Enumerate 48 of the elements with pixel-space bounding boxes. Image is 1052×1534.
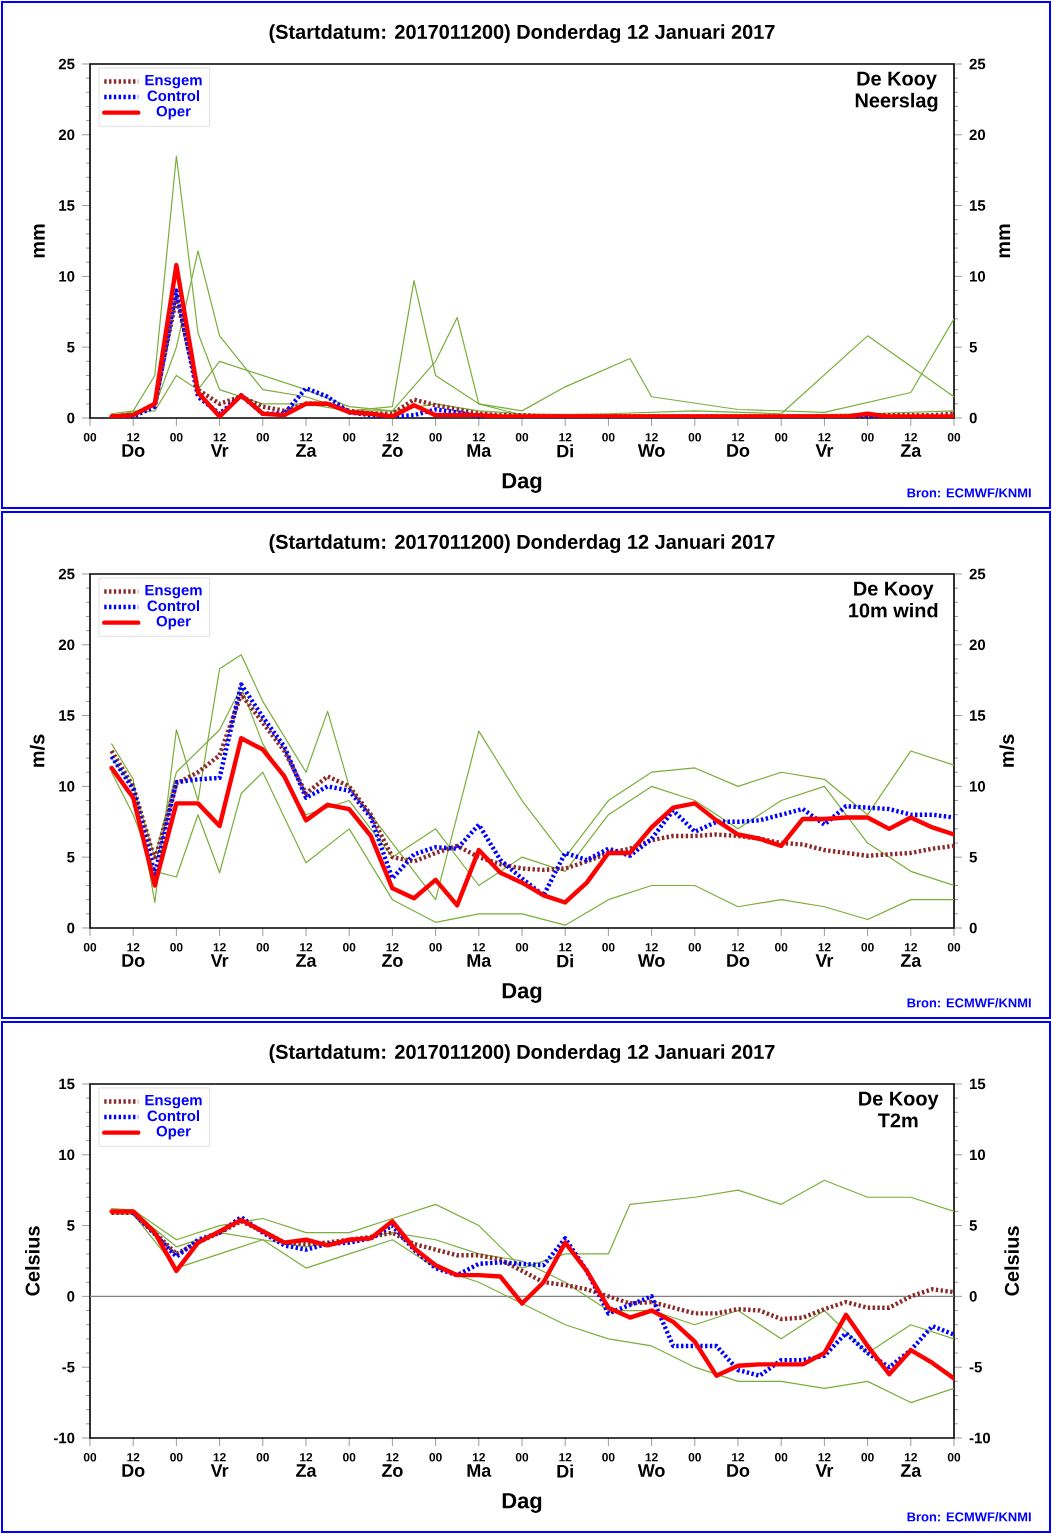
text: Zo — [381, 444, 403, 457]
y2-axis-title: Celsius — [1004, 1226, 1019, 1296]
text: Do — [122, 1464, 145, 1477]
annotation: Neerslag — [855, 92, 938, 112]
text: Zo — [381, 1464, 403, 1477]
text: Di — [557, 954, 573, 968]
text: Vr — [210, 1464, 229, 1477]
text: Vr — [210, 444, 229, 457]
y-axis-title: Celsius — [25, 1226, 40, 1296]
y-axis-title: m/s — [29, 734, 45, 767]
annotation: 10m wind — [849, 602, 938, 618]
chart-title: (Startdatum: 2017011200) Donderdag 12 Januari 2017 — [269, 1044, 775, 1063]
text: Vr — [815, 954, 834, 967]
text: Za — [296, 954, 317, 967]
annotation: De Kooy — [854, 581, 934, 600]
text: Vr — [815, 444, 834, 457]
text: Za — [900, 954, 922, 967]
text: Za — [296, 1464, 317, 1477]
annotation: T2m — [877, 1113, 918, 1128]
x-axis-title: Dag — [502, 473, 542, 493]
chart-title: (Startdatum: 2017011200) Donderdag 12 Januari 2017 — [269, 24, 775, 43]
text: Vr — [210, 954, 229, 967]
chart-title: (Startdatum: 2017011200) Donderdag 12 Januari 2017 — [269, 534, 775, 553]
text: Za — [900, 1464, 922, 1477]
y-axis-title: mm — [33, 224, 45, 258]
x-axis-title: Dag — [502, 1493, 542, 1513]
text: Wo — [637, 444, 665, 457]
y2-axis-title: m/s — [999, 734, 1015, 767]
text: Di — [557, 1464, 573, 1478]
text: Ma — [467, 1464, 492, 1477]
x-axis-title: Dag — [502, 983, 542, 1003]
text: Di — [557, 444, 573, 458]
annotation: De Kooy — [857, 71, 937, 90]
text: Wo — [637, 954, 665, 967]
y2-axis-title: mm — [999, 224, 1011, 258]
text: Do — [727, 1464, 750, 1477]
annotation: De Kooy — [859, 1091, 939, 1110]
text: Do — [122, 954, 145, 967]
text: Wo — [637, 1464, 665, 1477]
text: Zo — [381, 954, 403, 967]
text: Do — [727, 954, 750, 967]
text: Za — [900, 444, 922, 457]
text: Do — [727, 444, 750, 457]
text: Ma — [467, 954, 492, 967]
text: Vr — [815, 1464, 834, 1477]
text: Do — [122, 444, 145, 457]
text: Za — [296, 444, 317, 457]
text: Ma — [467, 444, 492, 457]
